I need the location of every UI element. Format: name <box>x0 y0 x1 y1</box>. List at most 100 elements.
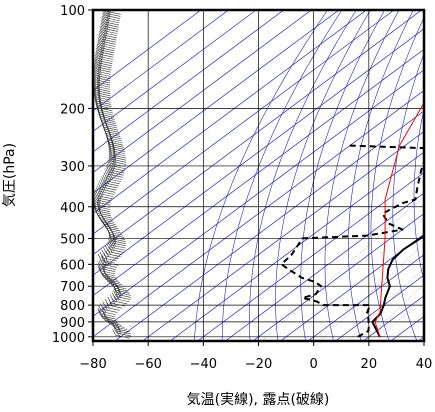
wind-barb-flag <box>101 249 106 256</box>
wind-barb-flag <box>107 140 111 147</box>
wind-barb-flag <box>93 206 98 214</box>
wind-barb <box>104 131 122 142</box>
wind-barb-staff <box>102 264 117 268</box>
wind-barb-flag <box>98 114 103 121</box>
wind-barb <box>106 136 124 146</box>
wind-barb-staff <box>110 324 125 328</box>
wind-barb-flag <box>105 168 110 175</box>
wind-barb-flag <box>111 319 115 326</box>
wind-barb-flag <box>96 185 101 192</box>
wind-barb <box>102 221 121 232</box>
wind-barb-staff <box>103 28 119 32</box>
wind-barb-staff <box>105 227 121 232</box>
wind-barb <box>98 114 116 125</box>
wind-barb-staff <box>103 32 118 37</box>
wind-barb-flag <box>109 294 114 302</box>
y-tick-label: 500 <box>60 232 85 247</box>
wind-barb-staff <box>95 88 111 92</box>
wind-barb-flag <box>95 101 99 108</box>
wind-barb-staff <box>109 144 124 148</box>
wind-barb-flag <box>108 148 113 156</box>
wind-barb-flag <box>98 260 103 267</box>
wind-barb-staff <box>97 105 112 109</box>
wind-barb-staff <box>104 261 119 266</box>
wind-barb-staff <box>116 294 132 298</box>
wind-barb-flag <box>105 220 109 227</box>
parcel-line <box>374 101 424 337</box>
wind-barb-flag <box>107 142 112 149</box>
wind-barb-flag <box>108 144 112 151</box>
wind-barb-flag <box>116 285 121 292</box>
isotherm-line <box>93 10 422 256</box>
wind-barb-staff <box>111 152 126 157</box>
wind-barb-flag <box>101 256 105 263</box>
wind-barb-flag <box>108 236 113 244</box>
wind-barb-flag <box>95 50 100 57</box>
wind-barb-staff <box>95 206 111 210</box>
wind-barb-staff <box>110 167 125 172</box>
wind-barb-flag <box>105 133 109 141</box>
x-tick-label: 20 <box>361 357 378 372</box>
wind-barb-flag <box>107 161 112 169</box>
wind-barb-flag <box>100 303 104 310</box>
isotherm-line <box>225 192 424 341</box>
wind-barb-flag <box>108 224 112 232</box>
wind-barb <box>99 116 117 127</box>
wind-barb-flag <box>101 219 105 226</box>
wind-barb-flag <box>108 317 112 324</box>
wind-barb-staff <box>103 277 118 281</box>
wind-barb-staff <box>107 281 122 285</box>
wind-barb-flag <box>107 10 111 15</box>
wind-barb-flag <box>101 176 105 184</box>
wind-barb-staff <box>101 38 117 43</box>
wind-barb-flag <box>115 282 119 290</box>
wind-barb-staff <box>107 176 122 180</box>
wind-barb-flag <box>102 115 107 122</box>
wind-barb-flag <box>106 163 111 171</box>
wind-barb <box>104 223 122 234</box>
wind-barb-staff <box>110 146 125 150</box>
wind-barb-staff <box>103 309 118 313</box>
wind-barb-flag <box>99 26 104 33</box>
dry-adiabat-line <box>300 10 385 341</box>
wind-barb-flag <box>108 276 113 283</box>
wind-barb-staff <box>111 244 126 249</box>
dry-adiabat-line <box>370 16 424 341</box>
wind-barb <box>102 273 120 283</box>
wind-barb-staff <box>98 109 113 114</box>
wind-barb-staff <box>110 246 125 251</box>
wind-barb-staff <box>111 165 126 170</box>
wind-barb-staff <box>96 75 111 79</box>
dry-adiabat-line <box>221 10 343 341</box>
wind-barb-flag <box>93 95 98 102</box>
y-tick-label: 600 <box>60 258 85 273</box>
wind-barb-staff <box>96 208 111 212</box>
wind-barb <box>105 133 123 144</box>
wind-barb-flag <box>106 166 110 173</box>
wind-barb-flag <box>94 56 99 63</box>
wind-barb-flag <box>96 108 101 115</box>
wind-barb-staff <box>108 231 123 236</box>
dry-adiabat-line <box>249 10 357 341</box>
wind-barb-staff <box>105 279 120 283</box>
wind-barb-flag <box>108 157 112 164</box>
isotherm-line <box>280 233 424 341</box>
wind-barb-staff <box>100 116 115 120</box>
wind-barb-flag <box>103 218 108 225</box>
wind-barb-flag <box>97 39 102 46</box>
wind-barb-flag <box>109 134 113 142</box>
wind-barb-flag <box>106 274 110 281</box>
wind-barb <box>104 316 122 326</box>
wind-barb-staff <box>111 161 126 165</box>
wind-barb-staff <box>97 101 112 105</box>
wind-barb-flag <box>109 10 112 13</box>
wind-barb-staff <box>106 178 121 182</box>
wind-barb-staff <box>113 300 128 305</box>
wind-barb-flag <box>95 187 100 194</box>
wind-barb-staff <box>110 169 125 174</box>
x-axis-title: 気温(実線), 露点(破線) <box>187 392 330 408</box>
wind-barb <box>109 279 127 290</box>
isotherm-line <box>93 10 229 112</box>
wind-barb-staff <box>96 92 111 97</box>
wind-barb-staff <box>102 223 118 227</box>
